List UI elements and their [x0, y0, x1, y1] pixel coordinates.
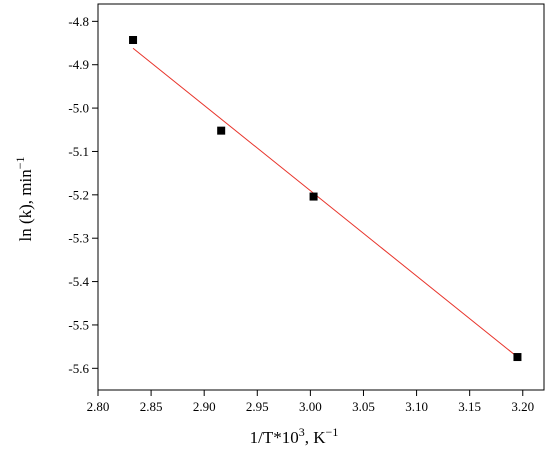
x-tick-label: 3.05 — [352, 399, 375, 414]
y-tick-label: -5.4 — [68, 274, 89, 289]
y-tick-label: -5.2 — [68, 187, 89, 202]
x-tick-label: 2.85 — [140, 399, 163, 414]
y-tick-label: -5.6 — [68, 361, 89, 376]
x-tick-label: 2.95 — [246, 399, 269, 414]
x-tick-label: 2.80 — [87, 399, 110, 414]
y-tick-label: -5.1 — [68, 144, 89, 159]
y-axis-title: ln (k), min−1 — [13, 156, 35, 241]
x-axis-title: 1/T*103, K−1 — [250, 425, 339, 447]
y-tick-label: -4.8 — [68, 14, 89, 29]
x-tick-label: 3.10 — [405, 399, 428, 414]
data-point — [129, 35, 138, 44]
y-tick-label: -5.5 — [68, 317, 89, 332]
y-tick-label: -5.3 — [68, 231, 89, 246]
ticks-layer: 2.80 2.85 2.90 2.95 3.00 3.05 3.10 3.15 3.20 -4.8… — [68, 14, 534, 414]
data-point — [309, 192, 318, 201]
x-tick-label: 3.20 — [511, 399, 534, 414]
y-tick-label: -4.9 — [68, 57, 89, 72]
y-tick-label: -5.0 — [68, 101, 89, 116]
x-tick-label: 3.00 — [299, 399, 322, 414]
data-point — [513, 353, 522, 362]
x-tick-label: 2.90 — [193, 399, 216, 414]
points-layer — [129, 35, 522, 362]
plot-frame — [97, 3, 545, 391]
fit-line — [132, 47, 518, 358]
fit-line-layer — [132, 47, 518, 358]
data-point — [217, 126, 226, 135]
x-tick-label: 3.15 — [458, 399, 481, 414]
